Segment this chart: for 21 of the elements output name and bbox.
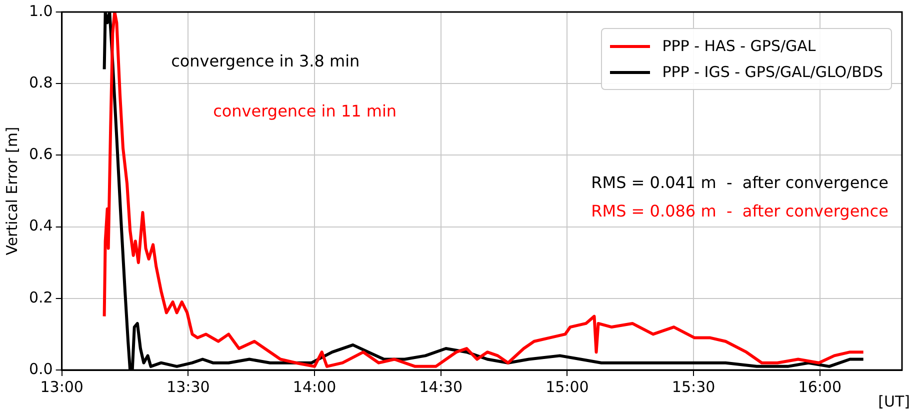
- x-tick-label: 16:00: [798, 378, 842, 396]
- annotation: convergence in 3.8 min: [171, 51, 360, 70]
- annotation: RMS = 0.041 m - after convergence: [591, 172, 888, 192]
- x-tick-label: 15:30: [672, 378, 716, 396]
- x-tick-label: 13:00: [40, 378, 84, 396]
- annotation: convergence in 11 min: [213, 101, 397, 120]
- y-tick-label: 1.0: [28, 2, 53, 20]
- y-axis-title: Vertical Error [m]: [2, 126, 21, 256]
- x-tick-label: 15:00: [546, 378, 589, 396]
- legend-label: PPP - HAS - GPS/GAL: [662, 37, 816, 55]
- y-tick-label: 0.8: [28, 73, 53, 92]
- y-tick-label: 0.0: [28, 360, 53, 378]
- y-tick-label: 0.6: [28, 145, 53, 164]
- x-tick-label: 14:30: [419, 378, 462, 396]
- legend-label: PPP - IGS - GPS/GAL/GLO/BDS: [662, 63, 883, 81]
- x-axis-title: [UT]: [878, 392, 910, 410]
- y-tick-label: 0.2: [28, 288, 53, 306]
- x-tick-label: 13:30: [166, 378, 210, 396]
- y-tick-label: 0.4: [28, 216, 53, 235]
- x-tick-label: 14:00: [292, 378, 336, 396]
- annotation: RMS = 0.086 m - after convergence: [591, 202, 888, 221]
